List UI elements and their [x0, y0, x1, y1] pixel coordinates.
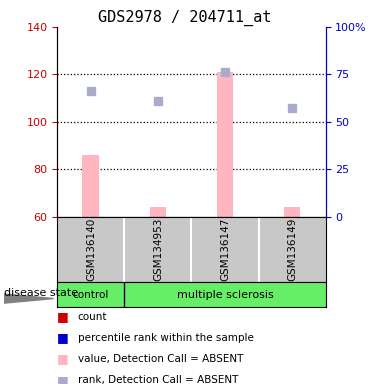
Text: multiple sclerosis: multiple sclerosis — [176, 290, 273, 300]
Text: GSM134953: GSM134953 — [153, 218, 163, 281]
Text: ■: ■ — [57, 374, 69, 384]
Text: GSM136140: GSM136140 — [86, 218, 96, 281]
Text: control: control — [73, 290, 109, 300]
Text: value, Detection Call = ABSENT: value, Detection Call = ABSENT — [78, 354, 243, 364]
Bar — [149, 207, 166, 217]
Polygon shape — [4, 294, 54, 303]
Bar — [83, 155, 99, 217]
Bar — [216, 72, 233, 217]
Text: GSM136147: GSM136147 — [220, 218, 230, 281]
Text: ■: ■ — [57, 310, 69, 323]
Text: rank, Detection Call = ABSENT: rank, Detection Call = ABSENT — [78, 375, 238, 384]
Text: count: count — [78, 312, 107, 322]
Text: percentile rank within the sample: percentile rank within the sample — [78, 333, 253, 343]
Text: ■: ■ — [57, 331, 69, 344]
Text: GSM136149: GSM136149 — [287, 218, 297, 281]
Bar — [284, 207, 300, 217]
Text: GDS2978 / 204711_at: GDS2978 / 204711_at — [98, 10, 272, 26]
Text: disease state: disease state — [4, 288, 78, 298]
Text: ■: ■ — [57, 353, 69, 366]
